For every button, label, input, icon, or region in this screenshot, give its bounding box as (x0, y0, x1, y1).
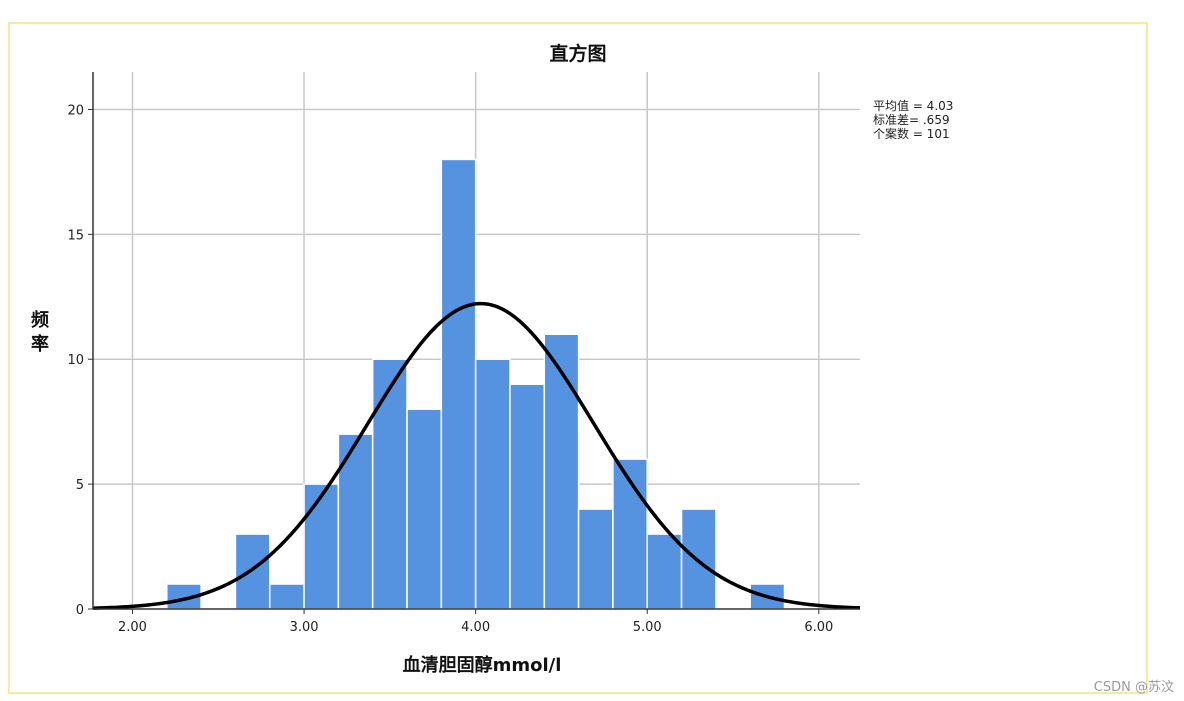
stats-sd: 标准差= .659 (873, 113, 950, 127)
histogram-bar (406, 408, 443, 610)
histogram-bar (577, 508, 614, 610)
normal-curve (92, 301, 861, 610)
histogram-bar (303, 483, 340, 610)
y-axis-label: 频率 (31, 309, 49, 355)
y-tick-label: 20 (67, 103, 84, 118)
histogram-bar (268, 583, 305, 610)
histogram-bar (440, 158, 477, 610)
x-tick-label: 2.00 (118, 620, 147, 635)
y-tick-label: 0 (76, 603, 84, 618)
y-tick-label: 10 (67, 353, 84, 368)
axes (88, 72, 860, 614)
histogram-bar (371, 358, 408, 610)
watermark: CSDN @苏汶 (1093, 680, 1174, 695)
stats-box: 平均值 = 4.03 标准差= .659 个案数 = 101 (873, 99, 953, 141)
histogram-bar (646, 533, 683, 610)
chart-title: 直方图 (549, 42, 606, 65)
x-tick-label: 6.00 (804, 620, 833, 635)
stats-mean: 平均值 = 4.03 (873, 99, 954, 113)
chart-frame (8, 22, 1148, 694)
histogram-bars (166, 158, 786, 610)
histogram-bar (234, 533, 271, 610)
x-axis-label: 血清胆固醇mmol/l (403, 654, 562, 676)
y-tick-label: 5 (76, 478, 84, 493)
histogram-bar (474, 358, 511, 610)
stats-n: 个案数 = 101 (873, 127, 950, 141)
x-tick-label: 5.00 (633, 620, 662, 635)
x-tick-label: 4.00 (461, 620, 490, 635)
histogram-bar (543, 333, 580, 610)
tick-labels: 2.00 3.00 4.00 5.00 6.00 0 5 10 15 20 (67, 103, 833, 635)
x-tick-label: 3.00 (290, 620, 319, 635)
y-tick-label: 15 (67, 228, 84, 243)
histogram-bar (509, 383, 546, 610)
